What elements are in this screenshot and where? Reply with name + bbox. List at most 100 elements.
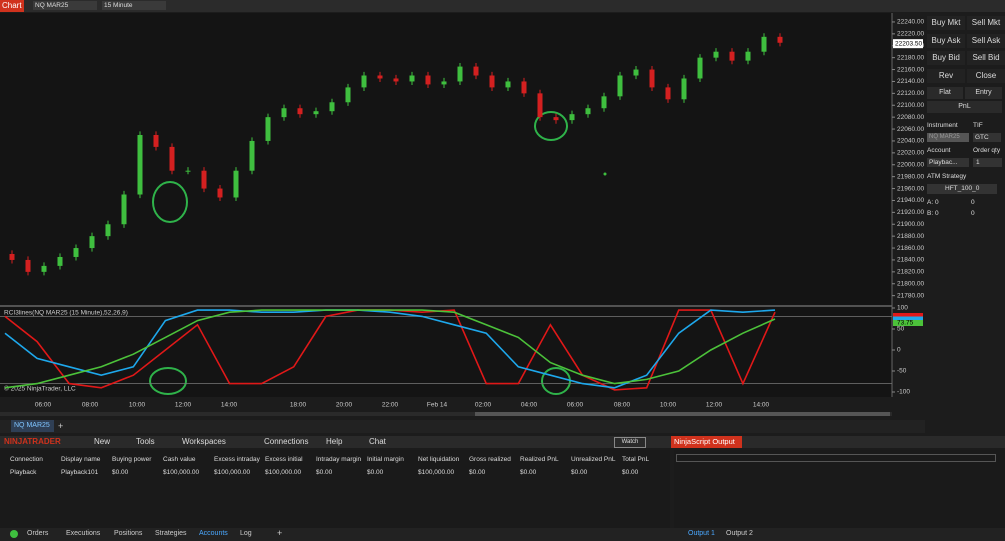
window-title: Chart [0,0,24,12]
cell: $0.00 [520,469,537,476]
y-tick-label: 21880.00 [897,233,924,240]
order-button[interactable]: Close [967,68,1005,83]
y-tick-label: 22100.00 [897,102,924,109]
candle-body [441,81,447,85]
x-tick-label: 22:00 [382,402,399,409]
entry-button[interactable]: Entry [965,87,1002,99]
candle-body [505,81,511,88]
candle-body [73,248,79,257]
order-button[interactable]: Buy Ask [927,33,965,48]
last-price-label: 22203.50 [895,40,922,47]
y-tick-label: 21900.00 [897,221,924,228]
y-tick-label: 21840.00 [897,257,924,264]
y-tick-label: 22040.00 [897,138,924,145]
cell: $0.00 [316,469,333,476]
value-badge [893,320,923,326]
output-tab[interactable]: Output 1 [688,530,715,537]
candle-body [329,102,335,112]
bottom-tab[interactable]: Executions [66,530,101,537]
y-tick-label: 22220.00 [897,31,924,38]
instrument-select[interactable]: NQ MAR25 [33,1,97,10]
candle-body [697,57,703,79]
x-tick-label: 12:00 [175,402,192,409]
tab-bar [0,420,925,433]
watch-button[interactable]: Watch [614,437,646,448]
indicator-title: RCI3lines(NQ MAR25 (15 Minute),52,26,9) [4,310,128,317]
x-tick-label: 06:00 [567,402,584,409]
candle-body [617,75,623,97]
dot [603,172,607,176]
x-tick-label: 08:00 [614,402,631,409]
menu-item[interactable]: Connections [264,437,309,446]
bottom-tab[interactable]: Log [240,530,252,537]
cell: Playback101 [61,469,99,476]
add-tab[interactable]: + [277,528,283,538]
value-badge [893,313,923,319]
cell: $100,000.00 [418,469,455,476]
candle-body [665,87,671,100]
menu-item[interactable]: New [94,437,111,446]
bottom-tab[interactable]: Orders [27,530,49,537]
y-tick-label: 22140.00 [897,78,924,85]
menu-item[interactable]: Help [326,437,343,446]
menu-bar [0,436,1005,448]
candle-body [217,188,223,198]
output-tab[interactable]: Output 2 [726,530,753,537]
candle-body [569,114,575,121]
instrument-field[interactable]: NQ MAR25 [927,133,969,142]
bottom-tab[interactable]: Positions [114,530,143,537]
drawn-circle [534,111,568,141]
order-button[interactable]: Rev [927,68,965,83]
bottom-tab[interactable]: Strategies [155,530,187,537]
account-field[interactable]: Playbac... [927,158,969,167]
y-tick-label: -50 [897,368,907,375]
qty-field[interactable]: 1 [973,158,1002,167]
scroll-thumb[interactable] [475,412,890,416]
bottom-tab[interactable]: Accounts [199,530,228,537]
candle-body [489,75,495,88]
indicator-line [4,309,776,389]
column-header: Excess initial [265,456,303,463]
cell: $0.00 [469,469,486,476]
candle-body [281,108,287,118]
y-tick-label: 22240.00 [897,19,924,26]
scrollbar[interactable] [0,412,892,416]
label: Order qty [973,147,1001,154]
add-tab[interactable]: + [58,421,64,431]
y-tick-label: 21780.00 [897,292,924,299]
y-tick-label: 0 [897,347,901,354]
candle-body [681,78,687,100]
atm-field[interactable]: HFT_100_0 [927,184,997,194]
order-button[interactable]: Sell Mkt [967,16,1005,30]
copyright: © 2025 NinjaTrader, LLC [4,385,76,393]
label: Instrument [927,122,958,129]
tif-field[interactable]: GTC [973,133,1001,142]
interval-select[interactable]: 15 Minute [102,1,166,10]
candle-body [585,108,591,115]
order-button[interactable]: Sell Ask [967,33,1005,48]
label: TIF [973,122,983,129]
order-button[interactable]: Buy Bid [927,51,965,65]
chart-tab[interactable]: NQ MAR25 [11,420,54,432]
flat-button[interactable]: Flat [927,87,963,99]
x-tick-label: 10:00 [660,402,677,409]
candle-body [649,69,655,88]
drawn-circle [152,181,188,223]
x-tick-label: 10:00 [129,402,146,409]
status-dot [10,530,18,538]
candle-body [9,254,15,260]
x-tick-label: Feb 14 [427,402,448,409]
candle-body [233,170,239,198]
cell: $0.00 [367,469,384,476]
order-button[interactable]: Buy Mkt [927,16,965,30]
candle-body [201,170,207,189]
candle-body [425,75,431,85]
menu-item[interactable]: Tools [136,437,155,446]
chart: RCI3lines(NQ MAR25 (15 Minute),52,26,9) … [0,13,924,416]
order-button[interactable]: Sell Bid [967,51,1005,65]
menu-item[interactable]: Workspaces [182,437,226,446]
column-header: Excess intraday [214,456,260,463]
candle-body [713,51,719,58]
menu-item[interactable]: Chat [369,437,386,446]
cell: $0.00 [112,469,129,476]
